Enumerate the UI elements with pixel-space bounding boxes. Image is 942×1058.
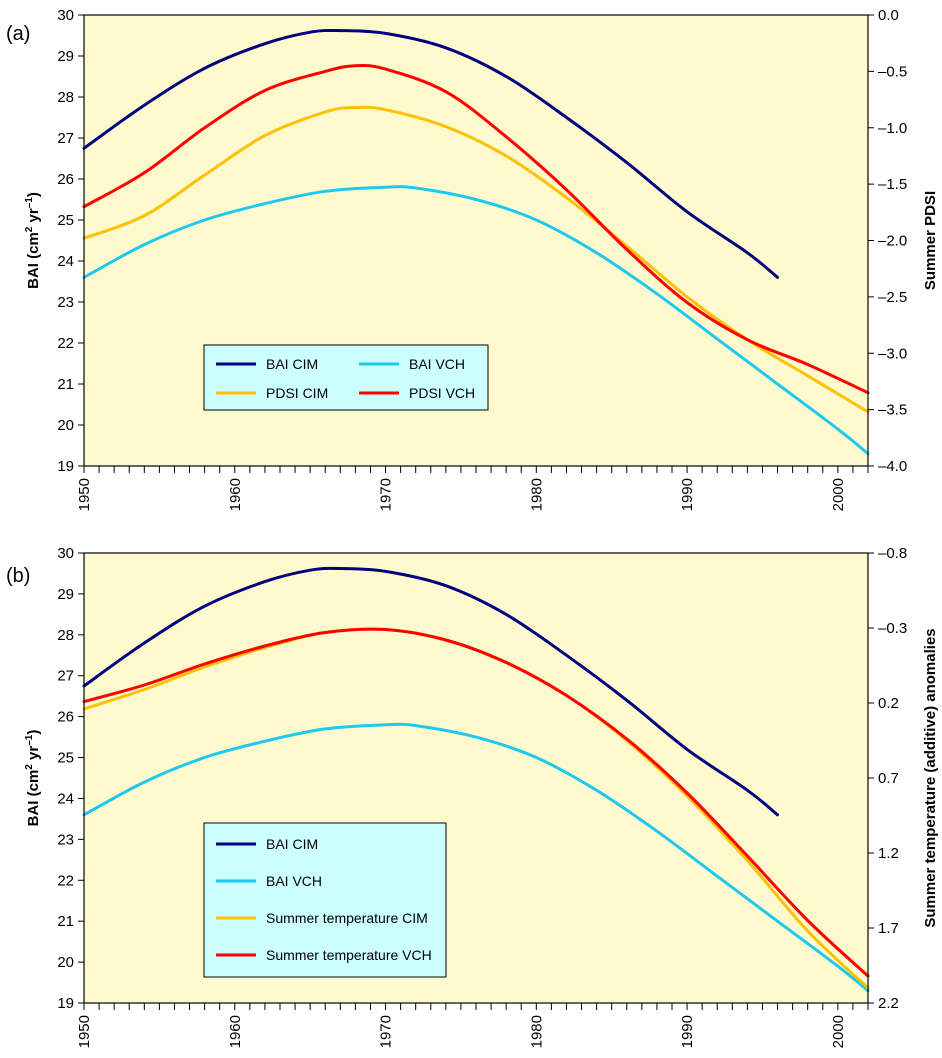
left-axis-title-part: BAI (cm xyxy=(25,232,42,289)
series-line-pdsi-vch xyxy=(82,64,870,395)
left-axis-tick-label: 27 xyxy=(57,130,74,147)
left-axis-title: BAI (cm2 yr–1) xyxy=(24,730,42,827)
left-axis-title-superscript: –1 xyxy=(24,197,35,209)
right-axis-tick-label: –1.0 xyxy=(878,120,907,137)
left-axis-title-superscript: –1 xyxy=(24,734,35,746)
series-line-pdsi-cim xyxy=(82,105,870,414)
bottom-axis-tick-label: 1980 xyxy=(528,1015,545,1048)
right-axis-tick-label: –3.0 xyxy=(878,345,907,362)
left-axis-tick-label: 24 xyxy=(57,790,74,807)
plot-area xyxy=(84,553,868,1003)
right-axis-tick-label: –1.5 xyxy=(878,176,907,193)
panel-label: (a) xyxy=(6,23,30,45)
left-axis: 19 20 21 22 23 24 25 26 27 28 29 30 xyxy=(57,545,84,1012)
bottom-axis-tick-label: 2000 xyxy=(830,1015,847,1048)
left-axis-tick-label: 29 xyxy=(57,586,74,603)
left-axis-tick-label: 21 xyxy=(57,376,74,393)
right-axis-tick-label: –4.0 xyxy=(878,458,907,475)
series-line-bai-vch xyxy=(82,722,870,993)
right-axis-tick-label: 0.7 xyxy=(878,770,899,787)
legend-label: Summer temperature VCH xyxy=(266,947,432,963)
left-axis-tick-label: 28 xyxy=(57,89,74,106)
right-axis-tick-label: –0.5 xyxy=(878,63,907,80)
left-axis-tick-label: 29 xyxy=(57,48,74,65)
bottom-axis-tick-label: 1990 xyxy=(679,1015,696,1048)
left-axis-title-part: ) xyxy=(25,730,42,735)
right-axis-tick-label: 1.7 xyxy=(878,920,899,937)
left-axis-tick-label: 22 xyxy=(57,335,74,352)
left-axis-title-part: ) xyxy=(25,192,42,197)
legend-label: PDSI VCH xyxy=(409,385,475,401)
left-axis-title: BAI (cm2 yr–1) xyxy=(24,192,42,289)
right-axis-tick-label: –2.5 xyxy=(878,289,907,306)
bottom-axis-tick-label: 1970 xyxy=(378,1015,395,1048)
right-axis-tick-label: –0.3 xyxy=(878,620,907,637)
legend-box xyxy=(203,822,447,978)
right-axis-tick-label: 1.2 xyxy=(878,845,899,862)
left-axis-tick-label: 19 xyxy=(57,995,74,1012)
right-axis: 2.2 1.7 1.2 0.7 0.2 –0.3 –0.8 xyxy=(868,545,907,1012)
bottom-axis-tick-label: 1990 xyxy=(679,478,696,511)
series-line-bai-cim xyxy=(82,28,779,279)
bottom-axis-tick-label: 1950 xyxy=(76,1015,93,1048)
legend-label: BAI CIM xyxy=(266,356,318,372)
left-axis-tick-label: 23 xyxy=(57,831,74,848)
chart-panel-a: 19 20 21 22 23 24 25 26 27 28 29 30 –4.0 –3.5 –3.0 –2.5… xyxy=(6,7,939,511)
bottom-axis: 1950 1960 1970 1980 1990 2000 xyxy=(76,466,869,511)
right-axis-tick-label: –2.0 xyxy=(878,233,907,250)
left-axis-tick-label: 25 xyxy=(57,750,74,767)
right-axis-title: Summer temperature (additive) anomalies xyxy=(922,628,939,927)
left-axis: 19 20 21 22 23 24 25 26 27 28 29 30 xyxy=(57,7,84,475)
left-axis-tick-label: 23 xyxy=(57,294,74,311)
bottom-axis-tick-label: 1980 xyxy=(528,478,545,511)
left-axis-title-superscript: 2 xyxy=(24,226,35,232)
left-axis-title-part: yr xyxy=(25,208,42,227)
series-group xyxy=(82,28,870,456)
legend: BAI CIM BAI VCH Summer temperature CIM Summ… xyxy=(203,822,447,978)
series-line-bai-vch xyxy=(82,185,870,456)
right-axis-tick-label: –3.5 xyxy=(878,402,907,419)
right-axis-tick-label: 0.2 xyxy=(878,695,899,712)
left-axis-tick-label: 25 xyxy=(57,212,74,229)
left-axis-tick-label: 30 xyxy=(57,7,74,24)
chart-panel-b: 19 20 21 22 23 24 25 26 27 28 29 30 2.2 1.7 1.2 0.7 0.2 –… xyxy=(6,545,939,1048)
series-group xyxy=(82,566,870,993)
bottom-axis-tick-label: 2000 xyxy=(830,478,847,511)
right-axis-tick-label: –0.8 xyxy=(878,545,907,562)
bottom-axis-tick-label: 1950 xyxy=(76,478,93,511)
left-axis-title-superscript: 2 xyxy=(24,764,35,770)
left-axis-title-part: BAI (cm xyxy=(25,770,42,827)
legend: BAI CIM BAI VCH PDSI CIM PDSI VCH xyxy=(203,344,489,411)
left-axis-title-part: yr xyxy=(25,746,42,765)
legend-label: PDSI CIM xyxy=(266,385,328,401)
left-axis-tick-label: 26 xyxy=(57,709,74,726)
legend-label: Summer temperature CIM xyxy=(266,910,428,926)
right-axis-tick-label: 2.2 xyxy=(878,995,899,1012)
left-axis-tick-label: 21 xyxy=(57,913,74,930)
left-axis-tick-label: 20 xyxy=(57,954,74,971)
left-axis-tick-label: 27 xyxy=(57,668,74,685)
legend-box xyxy=(203,344,489,411)
legend-label: BAI CIM xyxy=(266,836,318,852)
panel-label: (b) xyxy=(6,565,30,587)
left-axis-tick-label: 22 xyxy=(57,872,74,889)
right-axis: –4.0 –3.5 –3.0 –2.5 –2.0 –1.5 –1.0 –0.5 0.0 xyxy=(868,7,907,475)
left-axis-tick-label: 28 xyxy=(57,627,74,644)
bottom-axis-tick-label: 1970 xyxy=(378,478,395,511)
legend-label: BAI VCH xyxy=(266,873,322,889)
bottom-axis-tick-label: 1960 xyxy=(227,478,244,511)
legend-label: BAI VCH xyxy=(409,356,465,372)
series-line-bai-cim xyxy=(82,566,779,817)
series-line-summer-temperature-vch xyxy=(82,627,870,978)
right-axis-title: Summer PDSI xyxy=(922,191,939,290)
right-axis-tick-label: 0.0 xyxy=(878,7,899,24)
left-axis-tick-label: 30 xyxy=(57,545,74,562)
left-axis-tick-label: 24 xyxy=(57,253,74,270)
left-axis-tick-label: 19 xyxy=(57,458,74,475)
bottom-axis: 1950 1960 1970 1980 1990 2000 xyxy=(76,1003,869,1048)
left-axis-tick-label: 20 xyxy=(57,417,74,434)
bottom-axis-tick-label: 1960 xyxy=(227,1015,244,1048)
left-axis-tick-label: 26 xyxy=(57,171,74,188)
